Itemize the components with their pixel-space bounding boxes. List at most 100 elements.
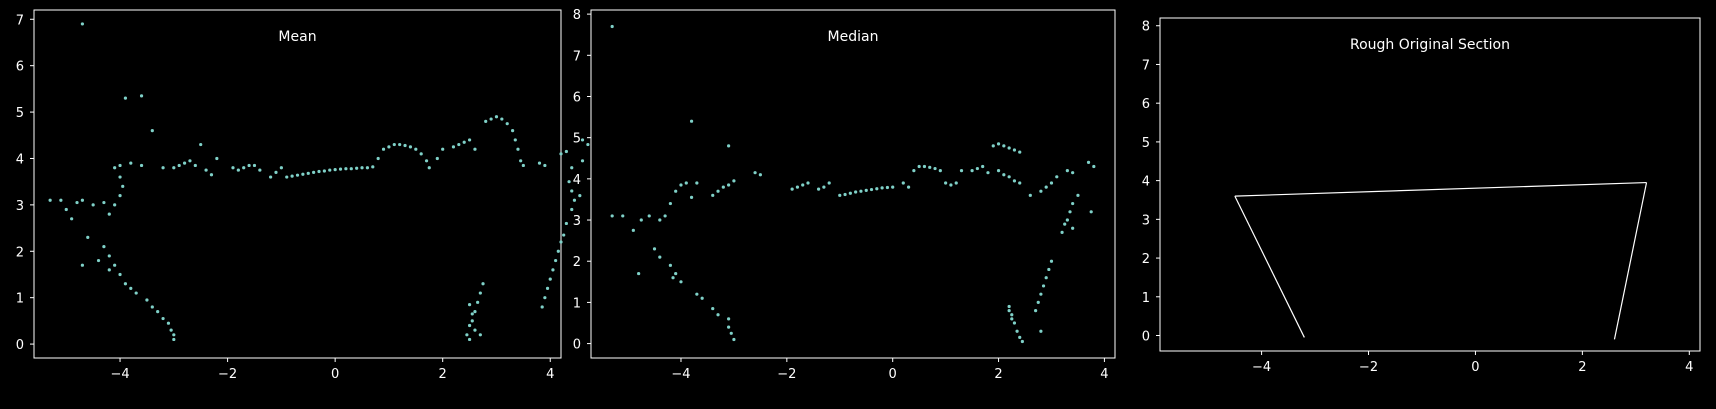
scatter-point xyxy=(674,271,678,276)
scatter-point xyxy=(424,159,429,163)
scatter-point xyxy=(465,333,469,337)
section-line xyxy=(1234,181,1647,197)
scatter-point xyxy=(113,203,117,207)
scatter-point xyxy=(1018,150,1022,154)
scatter-point xyxy=(338,167,343,171)
y-tick-label: 4 xyxy=(1142,175,1150,190)
scatter-point xyxy=(134,291,138,295)
scatter-point xyxy=(674,189,678,193)
chart-title: Median xyxy=(828,29,879,45)
scatter-point xyxy=(959,169,964,173)
scatter-point xyxy=(419,152,423,156)
y-tick-label: 2 xyxy=(16,245,24,260)
scatter-point xyxy=(1007,175,1011,179)
scatter-point xyxy=(166,321,171,325)
scatter-point xyxy=(562,233,566,237)
y-tick-label: 7 xyxy=(16,13,24,28)
y-tick-label: 1 xyxy=(1142,291,1150,306)
scatter-point xyxy=(1044,276,1048,280)
scatter-point xyxy=(806,181,810,185)
scatter-point xyxy=(129,286,133,290)
scatter-point xyxy=(107,254,111,258)
scatter-point xyxy=(489,117,493,121)
scatter-point xyxy=(177,163,181,168)
scatter-point xyxy=(1007,309,1011,313)
section-line xyxy=(1613,182,1648,340)
scatter-point xyxy=(1007,304,1011,309)
scatter-point xyxy=(975,166,979,171)
scatter-point xyxy=(118,163,122,168)
scatter-point xyxy=(328,168,332,172)
scatter-point xyxy=(1020,339,1024,344)
scatter-point xyxy=(637,271,641,276)
scatter-point xyxy=(427,166,431,170)
scatter-point xyxy=(86,235,90,239)
x-tick-label: 0 xyxy=(331,367,339,382)
scatter-point xyxy=(610,214,614,218)
scatter-point xyxy=(663,214,667,218)
scatter-point xyxy=(729,331,733,335)
scatter-point xyxy=(312,170,316,174)
scatter-point xyxy=(727,183,731,187)
x-tick-label: 4 xyxy=(1685,360,1693,375)
scatter-point xyxy=(880,186,884,190)
scatter-point xyxy=(1063,222,1067,226)
scatter-point xyxy=(570,166,574,170)
scatter-point xyxy=(1002,144,1006,148)
x-tick-label: −2 xyxy=(218,367,237,382)
chart-title: Rough Original Section xyxy=(1350,37,1510,53)
scatter-point xyxy=(758,173,762,177)
scatter-point xyxy=(695,181,699,185)
x-tick-label: 0 xyxy=(1471,360,1479,375)
scatter-point xyxy=(75,200,79,205)
scatter-point xyxy=(70,217,74,221)
scatter-point xyxy=(564,221,568,226)
axes-frame xyxy=(590,9,1116,359)
scatter-point xyxy=(543,296,547,300)
scatter-point xyxy=(1071,201,1075,206)
y-tick-label: 6 xyxy=(573,90,581,105)
scatter-point xyxy=(838,193,842,197)
scatter-point xyxy=(478,291,482,295)
scatter-point xyxy=(333,168,337,172)
scatter-point xyxy=(344,167,348,171)
scatter-point xyxy=(996,142,1001,146)
scatter-point xyxy=(695,292,699,296)
scatter-point xyxy=(801,183,805,187)
scatter-point xyxy=(1018,181,1022,185)
scatter-point xyxy=(981,164,985,169)
scatter-point xyxy=(107,268,111,272)
scatter-point xyxy=(1086,160,1091,164)
scatter-point xyxy=(349,167,353,171)
scatter-point xyxy=(711,306,715,311)
scatter-point xyxy=(986,171,990,175)
section-line xyxy=(1234,195,1305,338)
scatter-point xyxy=(548,277,552,281)
chart-panel-3: Rough Original Section −4 −2 0 2 4 0 1 2 3 4 5 6 7 8 xyxy=(1142,17,1701,375)
scatter-point xyxy=(519,159,523,163)
scatter-point xyxy=(1028,193,1032,197)
scatter-point xyxy=(639,218,643,222)
scatter-point xyxy=(317,169,321,174)
scatter-point xyxy=(647,214,651,218)
y-tick-label: 8 xyxy=(1142,20,1150,35)
scatter-point xyxy=(631,228,635,232)
scatter-point xyxy=(621,214,625,218)
scatter-point xyxy=(578,194,582,198)
scatter-point xyxy=(1012,179,1017,183)
scatter-point xyxy=(996,169,1001,173)
scatter-point xyxy=(885,185,890,190)
scatter-point xyxy=(684,181,688,185)
scatter-point xyxy=(470,319,474,323)
scatter-point xyxy=(102,200,106,205)
scatter-point xyxy=(753,171,757,175)
scatter-point xyxy=(689,119,694,123)
scatter-point xyxy=(285,175,289,179)
scatter-point xyxy=(1071,226,1075,230)
scatter-point xyxy=(96,258,101,263)
scatter-point xyxy=(516,147,520,151)
x-tick-label: 0 xyxy=(889,367,897,382)
scatter-point xyxy=(252,163,257,168)
scatter-point xyxy=(906,185,911,189)
scatter-point xyxy=(1089,210,1093,214)
